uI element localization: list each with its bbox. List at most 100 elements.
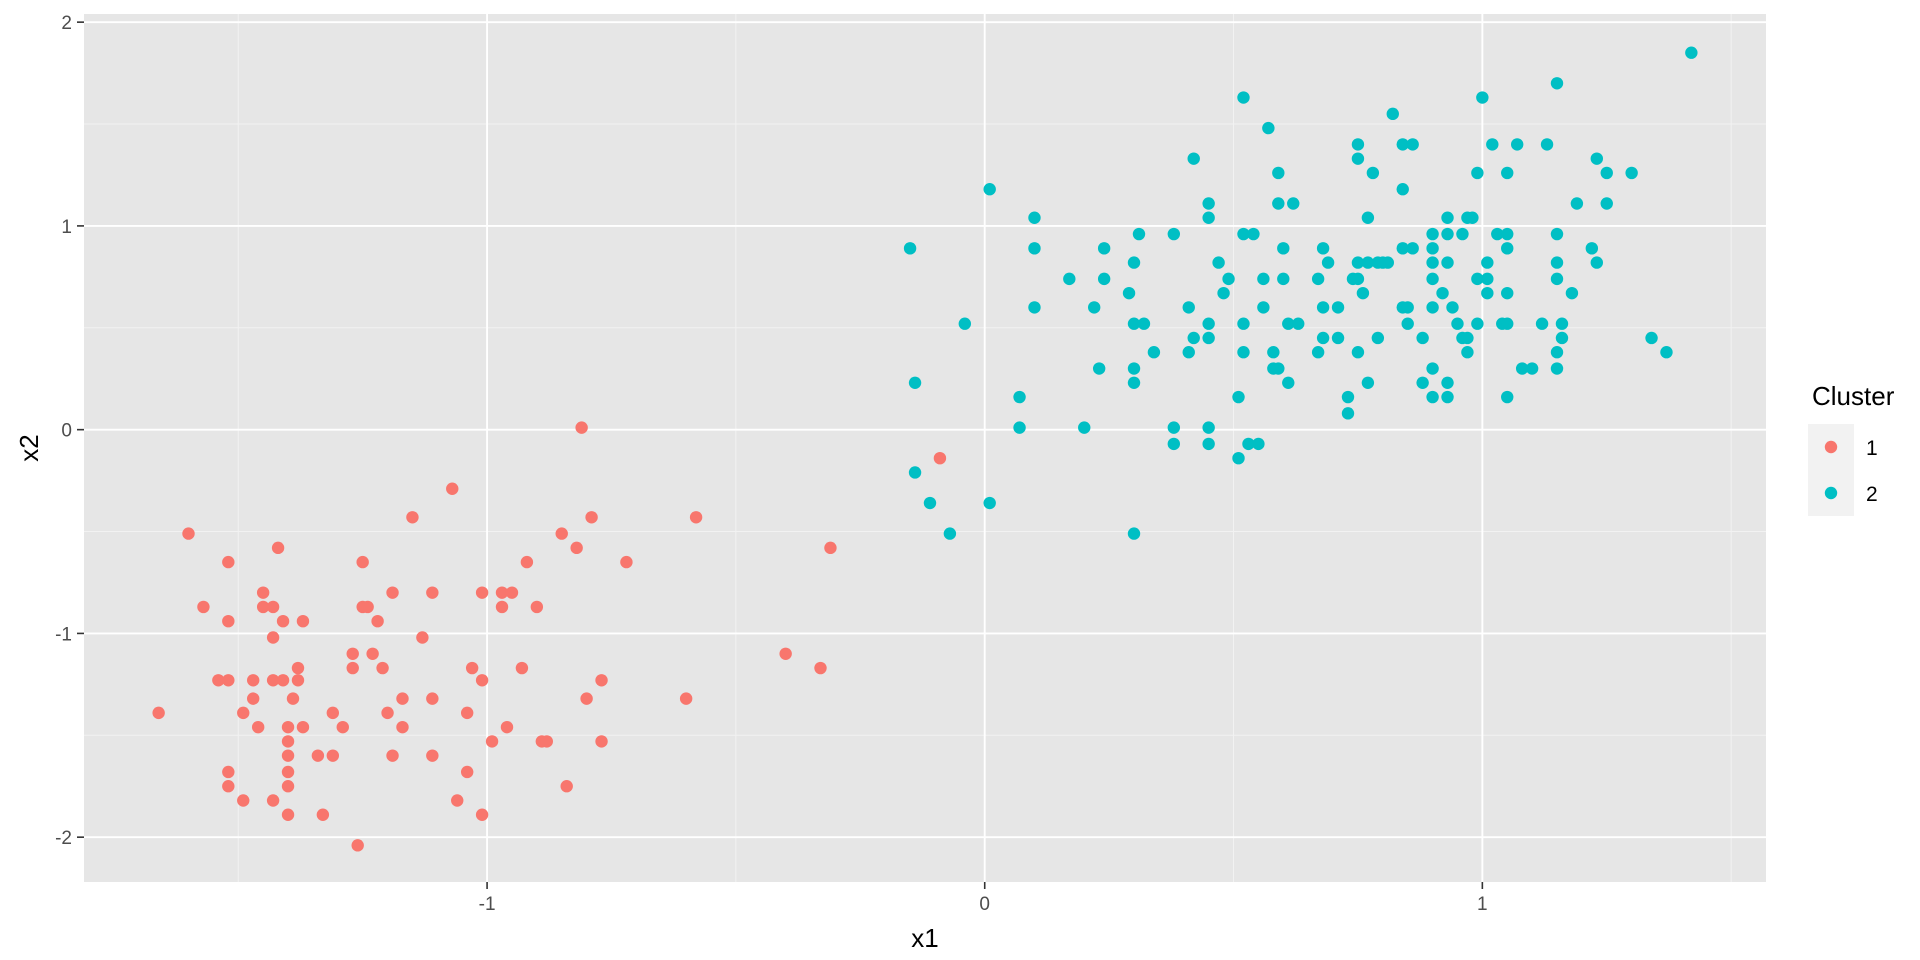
data-point-cluster-2 [1590, 152, 1604, 165]
data-point-cluster-1 [679, 692, 693, 705]
data-point-cluster-2 [1267, 346, 1280, 359]
data-point-cluster-2 [1501, 317, 1514, 330]
data-point-cluster-1 [266, 674, 280, 687]
data-point-cluster-1 [485, 735, 499, 748]
data-point-cluster-1 [451, 794, 464, 807]
data-point-cluster-2 [1028, 211, 1041, 224]
data-point-cluster-1 [281, 808, 295, 821]
data-point-cluster-2 [1451, 317, 1464, 330]
data-point-cluster-2 [1237, 227, 1250, 241]
data-point-cluster-2 [1222, 272, 1235, 286]
data-point-cluster-1 [570, 541, 583, 555]
data-point-cluster-2 [1535, 317, 1549, 330]
data-point-cluster-2 [1277, 242, 1290, 255]
data-point-cluster-2 [1550, 362, 1564, 375]
data-point-cluster-2 [958, 317, 972, 330]
data-point-cluster-1 [595, 674, 608, 687]
data-point-cluster-2 [1660, 346, 1673, 359]
y-tick-label: 2 [61, 13, 72, 34]
data-point-cluster-2 [1127, 527, 1141, 540]
data-points [152, 46, 1698, 852]
data-point-cluster-2 [1555, 317, 1569, 330]
data-point-cluster-1 [266, 600, 280, 614]
data-point-cluster-1 [271, 541, 285, 555]
data-point-cluster-2 [1600, 197, 1613, 210]
data-point-cluster-1 [520, 555, 534, 569]
x-tick-label: 1 [1477, 894, 1488, 915]
legend-swatch-1 [1824, 440, 1838, 454]
data-point-cluster-2 [1645, 331, 1658, 345]
data-point-cluster-1 [620, 555, 633, 569]
legend-title: Cluster [1812, 381, 1895, 411]
data-point-cluster-2 [1132, 227, 1146, 241]
data-point-cluster-2 [1292, 317, 1305, 330]
data-point-cluster-1 [276, 614, 290, 628]
data-point-cluster-1 [560, 780, 573, 793]
data-point-cluster-2 [1426, 301, 1439, 314]
major-gridlines [84, 14, 1766, 882]
x-tick-label: -1 [479, 894, 496, 915]
data-point-cluster-1 [406, 511, 419, 524]
data-point-cluster-1 [291, 661, 305, 675]
data-point-cluster-2 [1028, 242, 1041, 255]
data-point-cluster-1 [366, 647, 379, 660]
minor-gridlines [84, 14, 1766, 882]
data-point-cluster-2 [1585, 242, 1599, 255]
data-point-cluster-2 [1127, 256, 1141, 269]
data-point-cluster-1 [779, 647, 792, 660]
data-point-cluster-2 [1331, 331, 1345, 345]
data-point-cluster-2 [1202, 197, 1215, 210]
data-point-cluster-2 [1481, 286, 1494, 300]
data-point-cluster-1 [346, 661, 359, 675]
data-point-cluster-2 [1625, 166, 1638, 180]
data-point-cluster-2 [1232, 451, 1245, 465]
data-point-cluster-2 [1316, 331, 1330, 345]
data-point-cluster-2 [1087, 301, 1101, 314]
data-point-cluster-2 [1550, 256, 1564, 269]
data-point-cluster-2 [1550, 77, 1564, 90]
data-point-cluster-2 [1481, 272, 1494, 286]
data-point-cluster-2 [1212, 256, 1225, 269]
data-point-cluster-2 [1401, 301, 1414, 314]
data-point-cluster-2 [1351, 256, 1365, 269]
data-point-cluster-2 [1401, 317, 1414, 330]
data-point-cluster-2 [1282, 376, 1295, 389]
data-point-cluster-1 [197, 600, 210, 614]
data-point-cluster-2 [1287, 197, 1300, 210]
data-point-cluster-2 [1570, 197, 1584, 210]
data-point-cluster-1 [495, 586, 509, 599]
data-point-cluster-2 [1202, 211, 1215, 224]
data-point-cluster-2 [1247, 227, 1260, 241]
data-point-cluster-2 [1311, 272, 1325, 286]
data-point-cluster-2 [1550, 227, 1564, 241]
data-point-cluster-2 [1381, 256, 1394, 269]
data-point-cluster-1 [296, 614, 310, 628]
data-point-cluster-1 [426, 692, 439, 705]
data-point-cluster-2 [1590, 256, 1604, 269]
data-point-cluster-2 [1257, 272, 1270, 286]
data-point-cluster-2 [1406, 138, 1419, 151]
data-point-cluster-1 [256, 600, 270, 614]
data-point-cluster-1 [316, 808, 330, 821]
data-point-cluster-1 [814, 661, 827, 675]
data-point-cluster-1 [152, 706, 165, 720]
legend-items: 12 [1808, 424, 1878, 516]
data-point-cluster-2 [1416, 376, 1429, 389]
data-point-cluster-1 [475, 674, 489, 687]
data-point-cluster-2 [1550, 272, 1564, 286]
data-point-cluster-2 [1063, 272, 1076, 286]
data-point-cluster-2 [1361, 256, 1375, 269]
data-point-cluster-1 [475, 808, 489, 821]
data-point-cluster-2 [1092, 362, 1106, 375]
data-point-cluster-2 [1182, 346, 1195, 359]
data-point-cluster-2 [1476, 91, 1489, 104]
data-point-cluster-1 [465, 661, 479, 675]
data-point-cluster-2 [1028, 301, 1041, 314]
data-point-cluster-2 [908, 466, 922, 479]
data-point-cluster-1 [386, 749, 399, 762]
data-point-cluster-1 [251, 720, 265, 734]
data-point-cluster-2 [1013, 421, 1026, 434]
data-point-cluster-2 [1316, 242, 1330, 255]
data-point-cluster-2 [1501, 242, 1514, 255]
